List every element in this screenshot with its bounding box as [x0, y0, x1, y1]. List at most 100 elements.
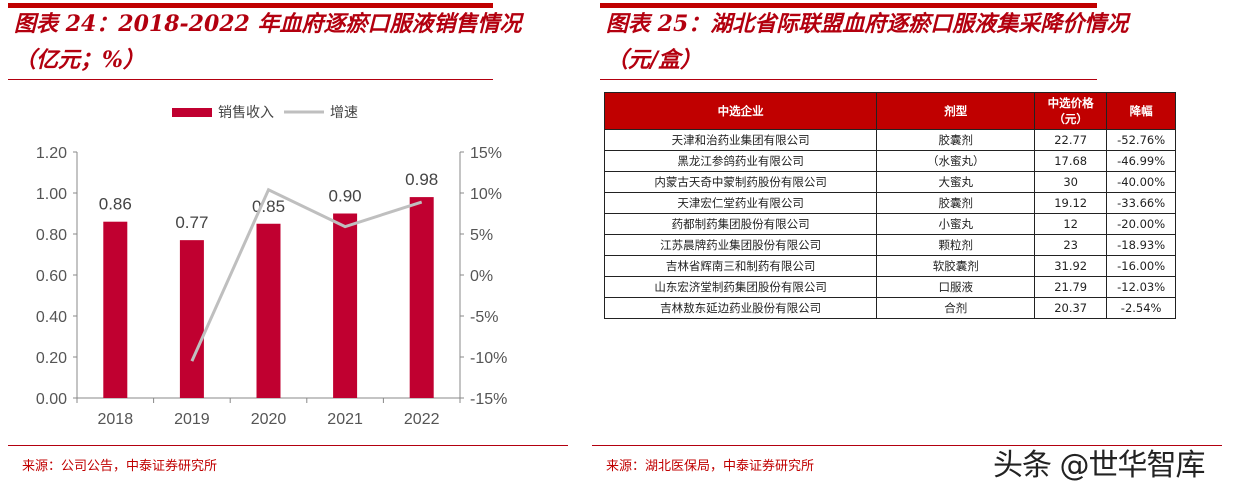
cell-price: 19.12	[1034, 192, 1108, 214]
header-price: 中选价格 （元）	[1034, 92, 1108, 130]
cell-dosage-form: （水蜜丸）	[876, 150, 1036, 172]
chart-legend: 销售收入 增速	[172, 104, 358, 120]
cell-reduction: -18.93%	[1106, 234, 1176, 256]
right-tick-label: 5%	[470, 227, 493, 244]
cell-company: 吉林敖东延边药业股份有限公司	[603, 297, 878, 319]
x-tick-label: 2019	[174, 411, 210, 428]
table-row: 天津和治药业集团有限公司 胶囊剂 22.77 -52.76%	[603, 129, 1176, 151]
chart-bars: 0.860.770.850.900.98	[99, 170, 438, 398]
cell-company: 山东宏济堂制药集团股份有限公司	[603, 276, 878, 298]
sales-bar	[333, 213, 358, 398]
table-row: 山东宏济堂制药集团股份有限公司 口服液 21.79 -12.03%	[603, 276, 1176, 298]
table-row: 吉林省辉南三和制药有限公司 软胶囊剂 31.92 -16.00%	[603, 255, 1176, 277]
cell-company: 天津宏仁堂药业有限公司	[603, 192, 878, 214]
right-tick-label: 0%	[470, 268, 493, 285]
cell-price: 31.92	[1034, 255, 1108, 277]
table-header-row: 中选企业 剂型 中选价格 （元） 降幅	[603, 92, 1176, 130]
cell-dosage-form: 小蜜丸	[876, 213, 1036, 235]
left-tick-label: 0.40	[36, 309, 67, 326]
header-price-line1: 中选价格	[1047, 96, 1094, 110]
cell-price: 12	[1034, 213, 1108, 235]
cell-dosage-form: 颗粒剂	[876, 234, 1036, 256]
table-row: 内蒙古天奇中蒙制药股份有限公司 大蜜丸 30 -40.00%	[603, 171, 1176, 193]
header-reduction: 降幅	[1106, 92, 1176, 130]
right-source-rule	[592, 445, 1222, 446]
procurement-table: 中选企业 剂型 中选价格 （元） 降幅 天津和治药业集团有限公司 胶囊剂 22.77-…	[603, 92, 1176, 319]
left-top-bar	[8, 3, 493, 8]
cell-reduction: -46.99%	[1106, 150, 1176, 172]
sales-chart: 销售收入 增速 0.00 0.20 0.40 0.60 0.80 1.00 1.20 -15%…	[36, 104, 508, 428]
header-company: 中选企业	[603, 92, 878, 130]
right-tick-label: -5%	[470, 309, 498, 326]
cell-company: 药都制药集团股份有限公司	[603, 213, 878, 235]
cell-dosage-form: 胶囊剂	[876, 192, 1036, 214]
x-tick-label: 2018	[98, 411, 134, 428]
sales-bar	[103, 221, 128, 398]
cell-reduction: -40.00%	[1106, 171, 1176, 193]
cell-reduction: -12.03%	[1106, 276, 1176, 298]
cell-price: 21.79	[1034, 276, 1108, 298]
cell-reduction: -16.00%	[1106, 255, 1176, 277]
cell-price: 17.68	[1034, 150, 1108, 172]
legend-bar-swatch	[172, 108, 212, 117]
left-tick-label: 1.20	[36, 145, 67, 162]
cell-dosage-form: 大蜜丸	[876, 171, 1036, 193]
cell-dosage-form: 口服液	[876, 276, 1036, 298]
left-source: 来源：公司公告，中泰证券研究所	[22, 459, 218, 474]
bar-value-label: 0.90	[329, 187, 362, 206]
right-tick-label: -15%	[470, 391, 507, 408]
cell-reduction: -33.66%	[1106, 192, 1176, 214]
cell-reduction: -20.00%	[1106, 213, 1176, 235]
x-tick-label: 2021	[327, 411, 363, 428]
sales-bar	[409, 197, 434, 398]
legend-sales-label: 销售收入	[218, 104, 274, 120]
table-row: 江苏晨牌药业集团股份有限公司 颗粒剂 23 -18.93%	[603, 234, 1176, 256]
header-dosage-form: 剂型	[876, 92, 1036, 130]
right-tick-label: 10%	[470, 186, 502, 203]
cell-price: 23	[1034, 234, 1108, 256]
watermark: 头条 @世华智库	[993, 448, 1206, 483]
left-tick-label: 0.60	[36, 268, 67, 285]
cell-price: 30	[1034, 171, 1108, 193]
right-tick-label: -10%	[470, 350, 507, 367]
cell-company: 吉林省辉南三和制药有限公司	[603, 255, 878, 277]
cell-price: 22.77	[1034, 129, 1108, 151]
cell-dosage-form: 合剂	[876, 297, 1036, 319]
left-title-line2: （亿元；%）	[14, 47, 145, 73]
bar-value-label: 0.86	[99, 195, 132, 214]
cell-price: 20.37	[1034, 297, 1108, 319]
left-title-line1: 图表 24：2018-2022 年血府逐瘀口服液销售情况	[14, 11, 522, 37]
cell-company: 江苏晨牌药业集团股份有限公司	[603, 234, 878, 256]
cell-reduction: -52.76%	[1106, 129, 1176, 151]
chart-axes: 0.00 0.20 0.40 0.60 0.80 1.00 1.20 -15% -10% -5% 0…	[36, 145, 508, 428]
left-source-rule	[8, 445, 568, 446]
cell-dosage-form: 软胶囊剂	[876, 255, 1036, 277]
right-title-line1: 图表 25：湖北省际联盟血府逐瘀口服液集采降价情况	[606, 11, 1129, 37]
bar-value-label: 0.98	[405, 170, 438, 189]
table-row: 黑龙江参鸽药业有限公司 （水蜜丸） 17.68 -46.99%	[603, 150, 1176, 172]
right-top-bar	[600, 3, 1097, 8]
growth-line	[190, 187, 423, 362]
right-source: 来源：湖北医保局，中泰证券研究所	[606, 459, 815, 474]
right-title-rule	[600, 79, 1097, 80]
chart-growth-line	[190, 187, 423, 362]
sales-bar	[256, 223, 281, 398]
right-title-line2: （元/盒）	[606, 47, 703, 73]
left-tick-label: 0.80	[36, 227, 67, 244]
cell-dosage-form: 胶囊剂	[876, 129, 1036, 151]
right-tick-label: 15%	[470, 145, 502, 162]
header-price-line2: （元）	[1053, 112, 1088, 126]
left-title-rule	[8, 79, 493, 80]
cell-company: 天津和治药业集团有限公司	[603, 129, 878, 151]
legend-growth-label: 增速	[330, 104, 358, 120]
table-row: 天津宏仁堂药业有限公司 胶囊剂 19.12 -33.66%	[603, 192, 1176, 214]
x-tick-label: 2020	[251, 411, 287, 428]
left-tick-label: 0.20	[36, 350, 67, 367]
left-tick-label: 1.00	[36, 186, 67, 203]
cell-reduction: -2.54%	[1106, 297, 1176, 319]
x-tick-label: 2022	[404, 411, 440, 428]
table-row: 药都制药集团股份有限公司 小蜜丸 12 -20.00%	[603, 213, 1176, 235]
table-row: 吉林敖东延边药业股份有限公司 合剂 20.37 -2.54%	[603, 297, 1176, 319]
left-tick-label: 0.00	[36, 391, 67, 408]
sales-bar	[179, 240, 204, 398]
